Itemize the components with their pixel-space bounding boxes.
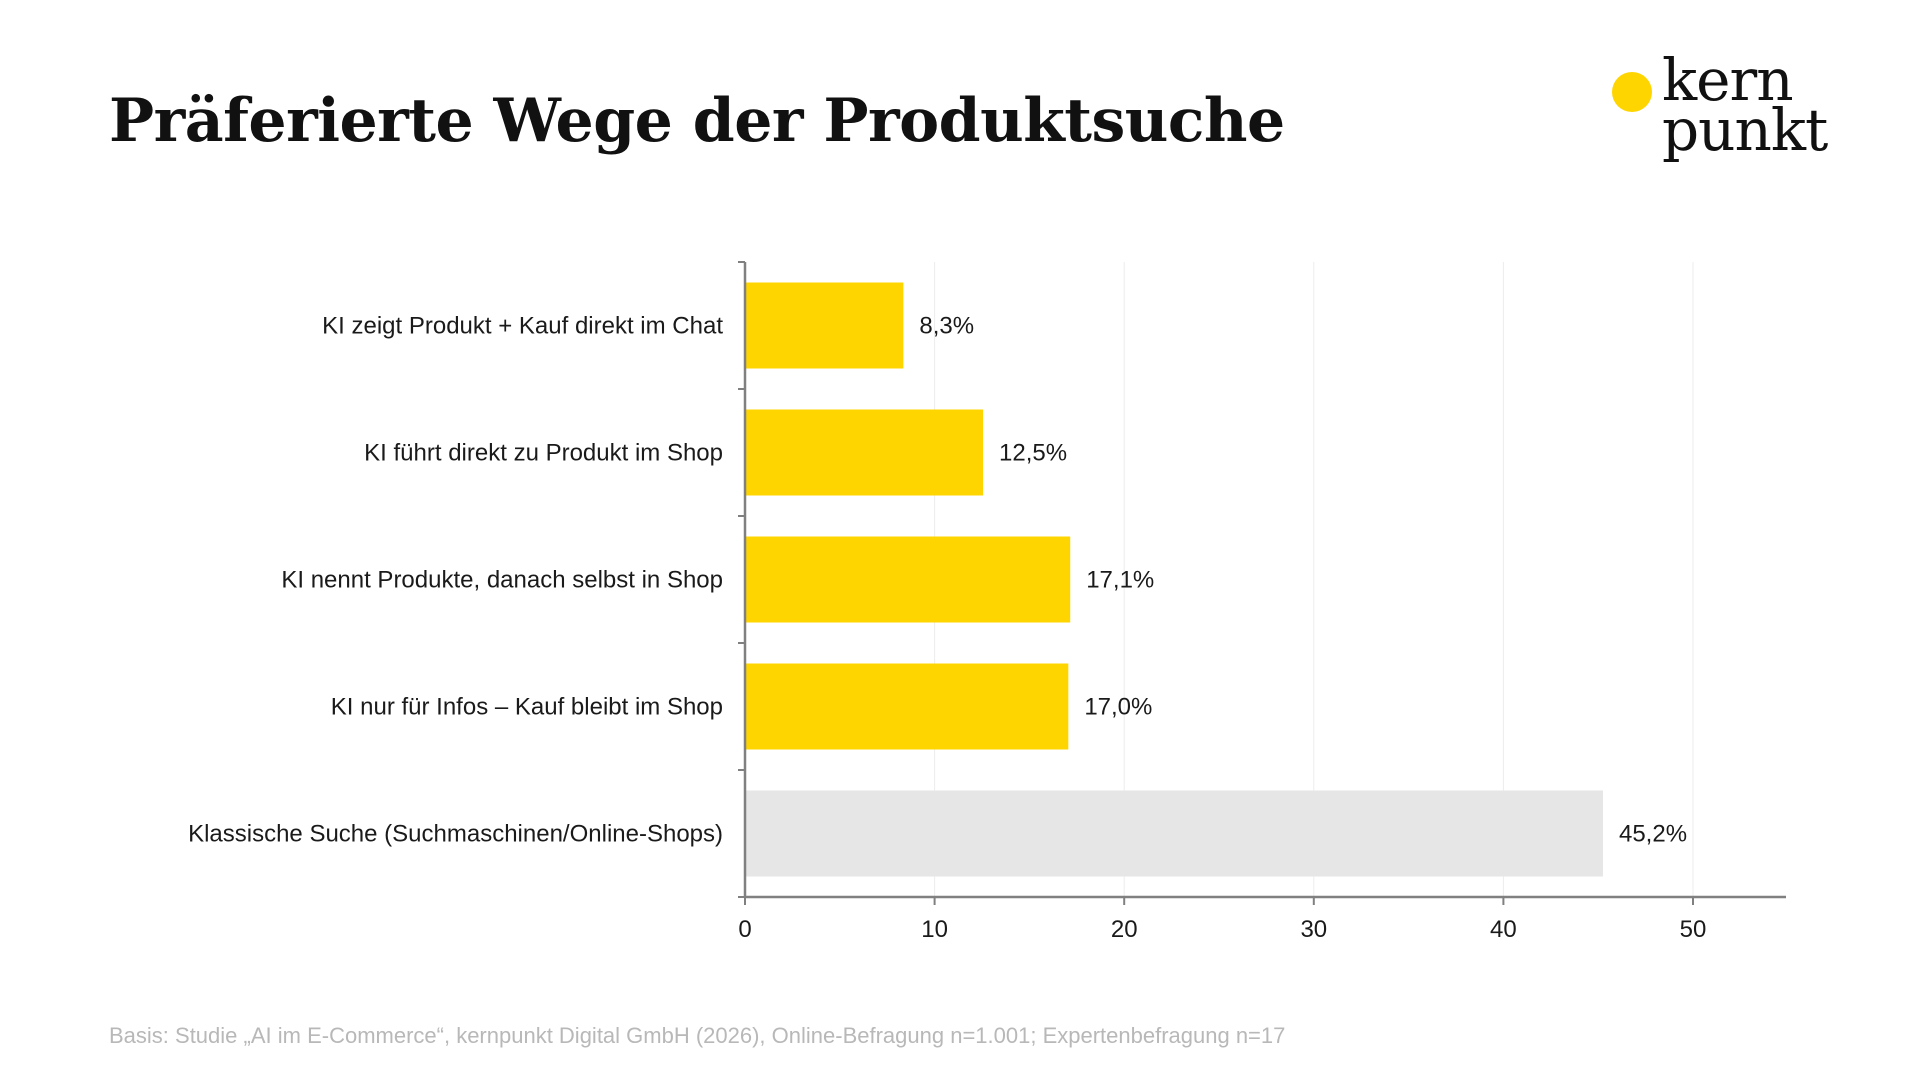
x-tick-label-40: 40 <box>1490 916 1517 943</box>
x-tick-label-20: 20 <box>1111 916 1138 943</box>
x-tick-label-30: 30 <box>1300 916 1327 943</box>
x-tick-label-10: 10 <box>921 916 948 943</box>
x-tick-label-0: 0 <box>738 916 751 943</box>
category-label-1: KI zeigt Produkt + Kauf direkt im Chat <box>322 313 723 340</box>
category-label-4: KI nur für Infos – Kauf bleibt im Shop <box>331 694 723 721</box>
bar-5 <box>746 790 1603 877</box>
value-label-3: 17,1% <box>1086 567 1154 594</box>
x-tick-label-50: 50 <box>1680 916 1707 943</box>
category-label-5: Klassische Suche (Suchmaschinen/Online-S… <box>188 821 723 848</box>
logo-wordmark: kern punkt <box>1662 46 1828 164</box>
bar-chart: KI zeigt Produkt + Kauf direkt im Chat 8,… <box>188 261 1786 943</box>
value-label-5: 45,2% <box>1619 821 1687 848</box>
logo-line-1: kern <box>1662 46 1794 114</box>
kernpunkt-logo: kern punkt <box>1612 46 1832 185</box>
bar-1 <box>746 282 904 369</box>
logo-line-2: punkt <box>1662 96 1828 164</box>
logo-dot-icon <box>1612 72 1652 112</box>
category-label-3: KI nennt Produkte, danach selbst in Shop <box>281 567 723 594</box>
bar-4 <box>746 663 1069 750</box>
value-label-2: 12,5% <box>999 440 1067 467</box>
bar-3 <box>746 536 1071 623</box>
bar-2 <box>746 409 983 496</box>
value-label-4: 17,0% <box>1084 694 1152 721</box>
category-label-2: KI führt direkt zu Produkt im Shop <box>364 440 723 467</box>
chart-title: Präferierte Wege der Produktsuche <box>109 86 1285 156</box>
source-footnote: Basis: Studie „AI im E-Commerce“, kernpu… <box>109 1023 1286 1048</box>
value-label-1: 8,3% <box>919 313 974 340</box>
